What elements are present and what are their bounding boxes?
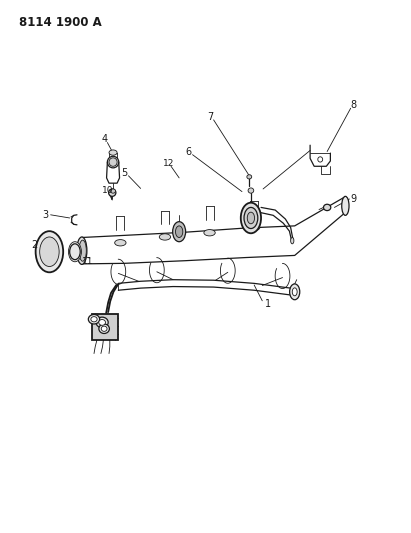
Ellipse shape bbox=[111, 189, 115, 193]
Text: 9: 9 bbox=[350, 194, 356, 204]
Ellipse shape bbox=[79, 240, 86, 261]
Ellipse shape bbox=[88, 314, 100, 324]
Ellipse shape bbox=[109, 158, 117, 166]
Text: 2: 2 bbox=[31, 240, 37, 251]
Ellipse shape bbox=[249, 224, 260, 231]
Ellipse shape bbox=[99, 319, 106, 325]
Ellipse shape bbox=[77, 237, 87, 264]
Ellipse shape bbox=[248, 188, 254, 193]
Ellipse shape bbox=[69, 241, 81, 262]
FancyBboxPatch shape bbox=[92, 314, 118, 341]
Ellipse shape bbox=[342, 196, 349, 215]
Ellipse shape bbox=[109, 150, 117, 155]
Text: 4: 4 bbox=[101, 134, 107, 144]
Ellipse shape bbox=[241, 203, 261, 233]
Text: 8: 8 bbox=[351, 100, 357, 110]
Ellipse shape bbox=[291, 238, 294, 244]
Ellipse shape bbox=[247, 212, 254, 224]
Ellipse shape bbox=[36, 231, 63, 272]
Ellipse shape bbox=[247, 175, 252, 179]
Ellipse shape bbox=[323, 204, 331, 211]
Ellipse shape bbox=[107, 156, 119, 168]
Text: 6: 6 bbox=[185, 147, 192, 157]
Ellipse shape bbox=[101, 326, 107, 332]
Text: 10: 10 bbox=[102, 186, 113, 195]
Text: 11: 11 bbox=[82, 257, 94, 266]
Text: 7: 7 bbox=[207, 112, 213, 122]
Text: 3: 3 bbox=[42, 210, 48, 220]
Ellipse shape bbox=[318, 157, 323, 162]
Ellipse shape bbox=[99, 324, 109, 334]
Ellipse shape bbox=[290, 284, 300, 300]
Ellipse shape bbox=[115, 240, 126, 246]
Ellipse shape bbox=[159, 234, 171, 240]
Text: 8114 1900 A: 8114 1900 A bbox=[19, 16, 102, 29]
Ellipse shape bbox=[91, 317, 97, 322]
Ellipse shape bbox=[175, 226, 183, 238]
Ellipse shape bbox=[40, 237, 59, 266]
Ellipse shape bbox=[109, 189, 116, 196]
Ellipse shape bbox=[244, 207, 258, 229]
Ellipse shape bbox=[96, 317, 108, 328]
Text: 12: 12 bbox=[162, 159, 174, 168]
Text: 1: 1 bbox=[265, 300, 271, 310]
Ellipse shape bbox=[292, 288, 297, 296]
Ellipse shape bbox=[204, 230, 215, 236]
Text: 5: 5 bbox=[121, 167, 127, 177]
Ellipse shape bbox=[173, 222, 186, 241]
